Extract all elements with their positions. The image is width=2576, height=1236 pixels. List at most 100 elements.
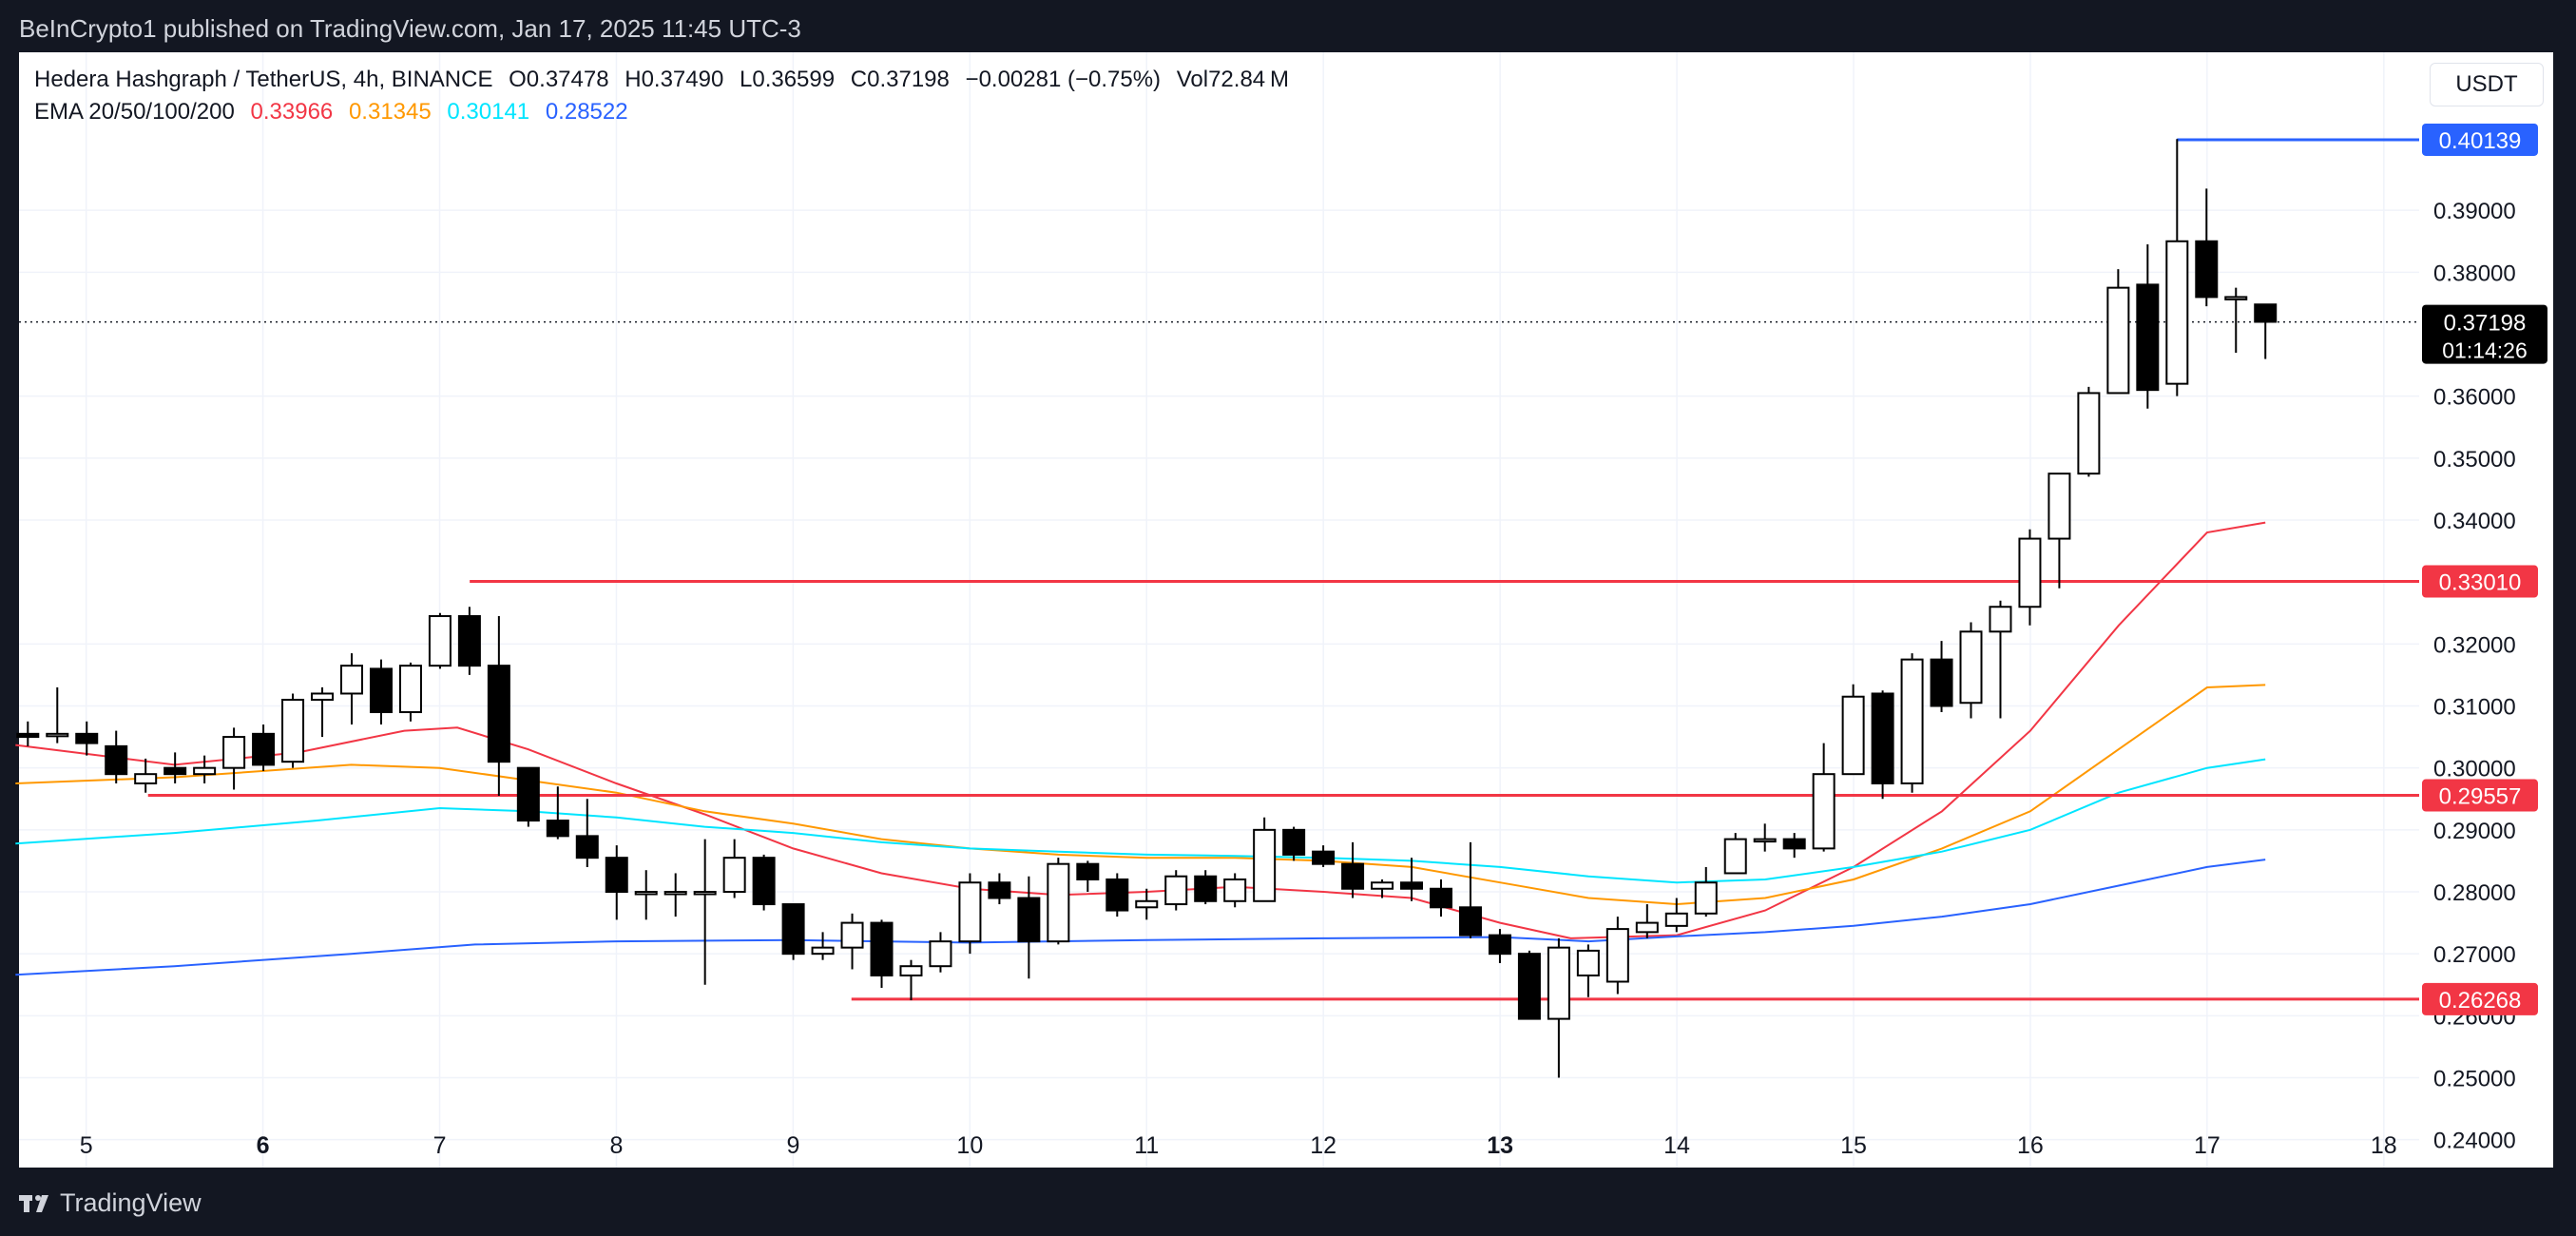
candle — [1989, 600, 2012, 719]
candle — [281, 693, 305, 768]
candle-body — [2195, 240, 2219, 299]
candle-body — [428, 615, 452, 667]
candle-body — [1282, 828, 1306, 856]
candle — [575, 799, 599, 867]
candle-body — [1782, 838, 1806, 850]
x-tick-label: 14 — [1663, 1132, 1690, 1159]
candle-body — [46, 732, 69, 738]
x-tick-label: 16 — [2017, 1132, 2044, 1159]
candle-body — [134, 773, 158, 784]
candle-body — [752, 857, 776, 906]
candle-body — [1164, 875, 1188, 906]
candle — [1959, 622, 1983, 719]
candle-body — [781, 903, 805, 956]
candle — [1812, 743, 1836, 852]
candle-body — [2077, 392, 2101, 475]
candle-body — [1871, 692, 1894, 784]
candle — [193, 755, 217, 783]
candle — [252, 724, 276, 771]
candle — [988, 873, 1011, 905]
candle-body — [1900, 658, 1924, 784]
candle-body — [369, 667, 393, 714]
x-tick-label: 8 — [610, 1132, 624, 1159]
candle-body — [1605, 928, 1629, 983]
candle-body — [398, 665, 422, 714]
candle — [516, 766, 540, 827]
candle-body — [105, 744, 128, 776]
candle-body — [1017, 897, 1041, 943]
candle — [2047, 473, 2071, 589]
candle-body — [1312, 850, 1336, 865]
candle-body — [1488, 934, 1511, 956]
grid-lines — [19, 52, 2419, 1168]
candle-body — [1723, 838, 1747, 875]
ema-legend: EMA 20/50/100/200 0.33966 0.31345 0.3014… — [34, 99, 638, 126]
candle-body — [929, 940, 952, 968]
candle-body — [899, 965, 923, 976]
level-price-tag — [2422, 982, 2538, 1015]
candle-body — [193, 766, 217, 776]
ohlc-open: O0.37478 — [509, 67, 609, 92]
candle — [75, 721, 99, 756]
candle — [1135, 888, 1159, 920]
level-price-label: 0.26268 — [2439, 988, 2522, 1014]
candle-body — [840, 921, 864, 949]
candle — [1047, 858, 1070, 945]
candle — [1194, 870, 1218, 905]
candle — [1105, 873, 1129, 917]
candle — [369, 659, 393, 725]
candle — [870, 919, 894, 989]
x-tick-label: 15 — [1840, 1132, 1867, 1159]
candle-body — [663, 891, 687, 896]
candle-body — [1635, 921, 1659, 934]
y-tick-label: 0.24000 — [2433, 1129, 2516, 1154]
y-tick-label: 0.35000 — [2433, 447, 2516, 473]
top-bar — [0, 0, 2576, 59]
candle — [1694, 866, 1718, 917]
x-tick-label: 17 — [2194, 1132, 2220, 1159]
candle — [46, 686, 69, 744]
ohlc-change: −0.00281 (−0.75%) — [965, 67, 1162, 92]
ema-line — [15, 859, 2266, 976]
candle — [1930, 641, 1953, 713]
candle-body — [1194, 875, 1218, 902]
candle — [1017, 876, 1041, 979]
x-tick-label: 10 — [956, 1132, 983, 1159]
axes: 0.39000 0.38000 0.36000 0.35000 0.34000 0.320… — [80, 199, 2516, 1159]
candle — [1723, 833, 1747, 875]
candle-body — [811, 946, 835, 956]
candle — [899, 959, 923, 1001]
candle — [105, 730, 128, 783]
candle-body — [1400, 881, 1424, 890]
candle — [1635, 904, 1659, 938]
candle-body — [1576, 949, 1600, 976]
ema200-value: 0.28522 — [545, 99, 628, 125]
bar-countdown-label: 01:14:26 — [2442, 338, 2528, 363]
chart-area[interactable] — [19, 52, 2553, 1168]
level-price-label: 0.33010 — [2439, 570, 2522, 596]
candle-body — [516, 766, 540, 822]
candle — [1282, 826, 1306, 861]
ema20-value: 0.33966 — [250, 99, 334, 125]
candle-body — [1989, 606, 2012, 633]
candle-body — [693, 891, 717, 896]
candle — [1605, 917, 1629, 995]
ohlc-low: L0.36599 — [740, 67, 836, 92]
candle-body — [722, 857, 746, 894]
currency-button[interactable]: USDT — [2430, 63, 2544, 106]
candle — [339, 653, 363, 725]
candle — [487, 616, 510, 796]
candle — [1841, 684, 1865, 776]
candle-body — [2136, 283, 2160, 392]
candle-body — [2106, 286, 2130, 395]
candle — [752, 854, 776, 911]
ema-line — [15, 521, 2266, 939]
candle — [2195, 188, 2219, 307]
y-tick-label: 0.28000 — [2433, 880, 2516, 906]
level-price-label: 0.40139 — [2439, 128, 2522, 154]
candle — [2254, 303, 2278, 359]
candle-body — [2224, 296, 2248, 300]
candle-body — [2018, 537, 2042, 608]
ema100-value: 0.30141 — [447, 99, 530, 125]
